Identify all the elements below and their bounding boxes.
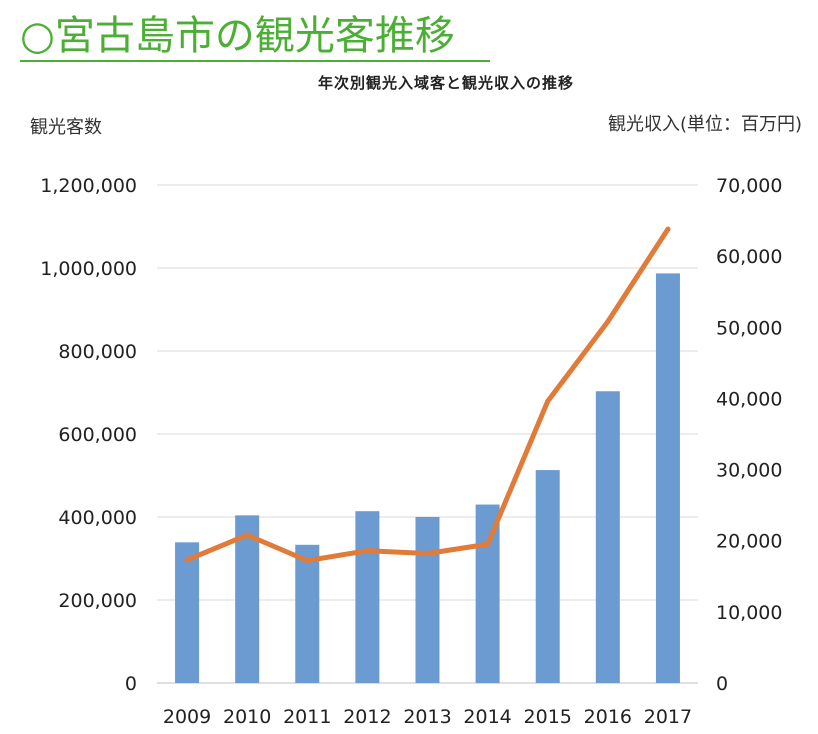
y-tick-label: 0 <box>125 673 137 695</box>
x-category-label: 2015 <box>524 706 572 728</box>
line-point <box>304 558 310 564</box>
line-point <box>665 226 671 232</box>
x-category-label: 2009 <box>163 706 211 728</box>
line-point <box>425 551 430 557</box>
x-category-label: 2013 <box>403 706 451 728</box>
line-point <box>485 541 491 547</box>
line-point <box>545 398 551 404</box>
y-tick-label: 600,000 <box>58 424 137 446</box>
bar <box>295 544 320 683</box>
y-axis-left-ticks: 0 200,000 400,000 600,000 800,000 1,000,000 1,… <box>40 175 137 695</box>
bar <box>655 273 680 683</box>
bar <box>415 517 440 683</box>
y-tick-label: 1,200,000 <box>40 175 137 197</box>
bar <box>595 391 620 683</box>
x-axis-categories: 2009 2010 2011 2012 2013 2014 2015 2016 2017 <box>163 706 692 728</box>
y-tick-label: 800,000 <box>58 341 137 363</box>
y-tick-label: 200,000 <box>58 590 137 612</box>
chart-title: 年次別観光入域客と観光収入の推移 <box>318 74 575 92</box>
y-tick-label: 1,000,000 <box>40 258 137 280</box>
line-point <box>364 548 370 554</box>
bar <box>355 511 380 683</box>
y2-tick-label: 40,000 <box>716 388 782 410</box>
x-category-label: 2014 <box>463 706 511 728</box>
x-category-label: 2012 <box>343 706 391 728</box>
y-axis-right-ticks: 0 10,000 20,000 30,000 40,000 50,000 60,000 70,… <box>716 175 782 695</box>
line-point <box>184 557 190 563</box>
y2-tick-label: 10,000 <box>716 602 782 624</box>
bar <box>175 542 200 683</box>
series-line <box>184 226 671 564</box>
page-title: ○宮古島市の観光客推移 <box>20 13 455 59</box>
y-axis-left-label: 観光客数 <box>30 117 102 138</box>
y2-tick-label: 20,000 <box>716 531 782 553</box>
bar-series <box>175 273 680 683</box>
y-tick-label: 400,000 <box>58 507 137 529</box>
line-series <box>184 226 671 564</box>
line-point <box>244 532 250 538</box>
x-category-label: 2016 <box>584 706 632 728</box>
y2-tick-label: 30,000 <box>716 460 782 482</box>
bar <box>535 470 560 683</box>
x-category-label: 2011 <box>283 706 331 728</box>
x-category-label: 2010 <box>223 706 271 728</box>
title-underline <box>20 60 490 62</box>
y-axis-right-label: 観光収入(単位：百万円) <box>607 114 802 135</box>
x-category-label: 2017 <box>644 706 692 728</box>
y2-tick-label: 70,000 <box>716 175 782 197</box>
bar <box>235 515 260 683</box>
bar <box>475 504 500 683</box>
line-point <box>605 319 611 325</box>
y2-tick-label: 60,000 <box>716 246 782 268</box>
y2-tick-label: 0 <box>716 673 728 695</box>
y2-tick-label: 50,000 <box>716 317 782 339</box>
